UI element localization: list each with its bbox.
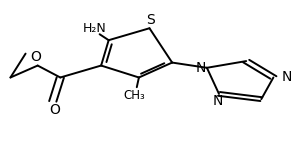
Text: S: S — [147, 13, 155, 27]
Text: N: N — [282, 70, 292, 84]
Text: H₂N: H₂N — [83, 22, 107, 35]
Text: O: O — [49, 103, 60, 117]
Text: N: N — [196, 61, 206, 75]
Text: O: O — [31, 50, 41, 64]
Text: N: N — [212, 94, 223, 108]
Text: CH₃: CH₃ — [124, 89, 145, 102]
